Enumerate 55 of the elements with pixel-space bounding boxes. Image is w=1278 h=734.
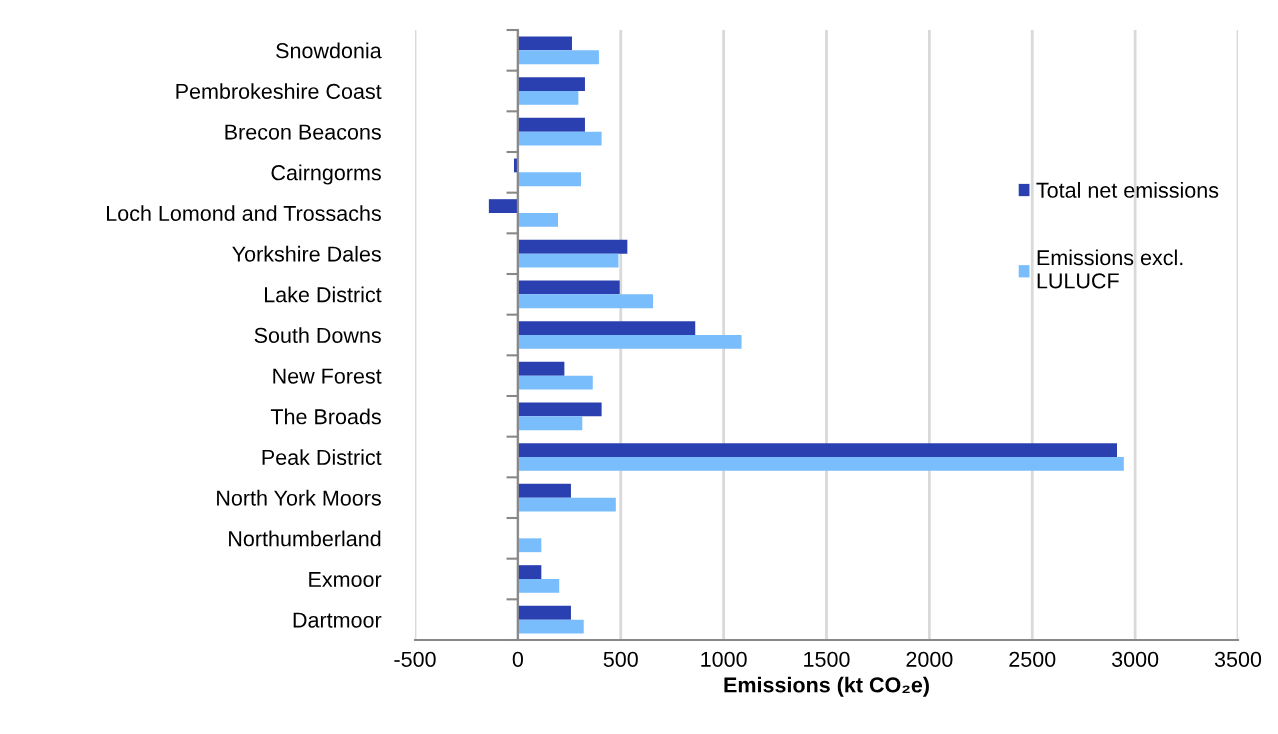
y-tick-label: Loch Lomond and Trossachs [107,205,381,222]
x-axis-title: Emissions (kt CO₂e) [724,676,929,697]
bar [517,605,571,620]
x-tick-label: 2500 [1009,651,1056,667]
bar [517,402,602,417]
bar [517,361,565,376]
bar [517,36,572,51]
bar [517,483,571,498]
y-tick-label: Cairngorms [271,164,381,185]
legend-label: Total net emissions [1036,182,1219,198]
x-tick-label: 0 [512,651,524,667]
y-tick-label: Dartmoor [293,612,382,628]
bar [517,280,620,295]
y-tick-label: Northumberland [229,530,381,547]
y-tick-label: Peak District [262,449,382,466]
bar [517,497,616,512]
bar [517,335,742,349]
y-tick-label: Pembrokeshire Coast [176,83,382,100]
x-tick-label: 1000 [701,651,747,667]
bar [517,321,696,335]
y-tick-label: Yorkshire Dales [232,245,381,262]
bar [517,239,628,254]
x-tick-label: 500 [603,651,638,667]
y-tick-label: New Forest [273,368,382,384]
bar [517,213,558,227]
bar [517,619,584,634]
bar [517,50,599,65]
y-tick-label: Snowdonia [276,42,382,59]
x-tick-label: 1500 [804,651,850,667]
bar [517,117,585,132]
legend-label: Emissions excl. LULUCF [1037,249,1183,289]
bar [517,131,602,146]
bar [517,579,560,593]
bar [517,77,585,91]
x-tick-label: -500 [394,651,436,667]
bar [517,91,579,105]
bar [517,457,1124,471]
bar [488,199,518,213]
bar [517,538,542,553]
bar [517,565,542,579]
bar [517,294,654,309]
x-tick-label: 3500 [1214,651,1262,667]
y-tick-label: The Broads [270,408,381,425]
x-tick-label: 2000 [906,651,953,667]
y-tick-label: Brecon Beacons [225,124,381,140]
bar [517,253,619,268]
bar [517,375,593,390]
y-tick-label: Lake District [265,286,382,303]
bar [517,416,583,431]
y-tick-label: Exmoor [309,571,382,588]
y-tick-label: North York Moors [217,489,381,506]
bar [517,443,1118,457]
y-tick-label: South Downs [254,327,381,344]
x-tick-label: 3000 [1112,651,1159,667]
bar [517,172,582,187]
